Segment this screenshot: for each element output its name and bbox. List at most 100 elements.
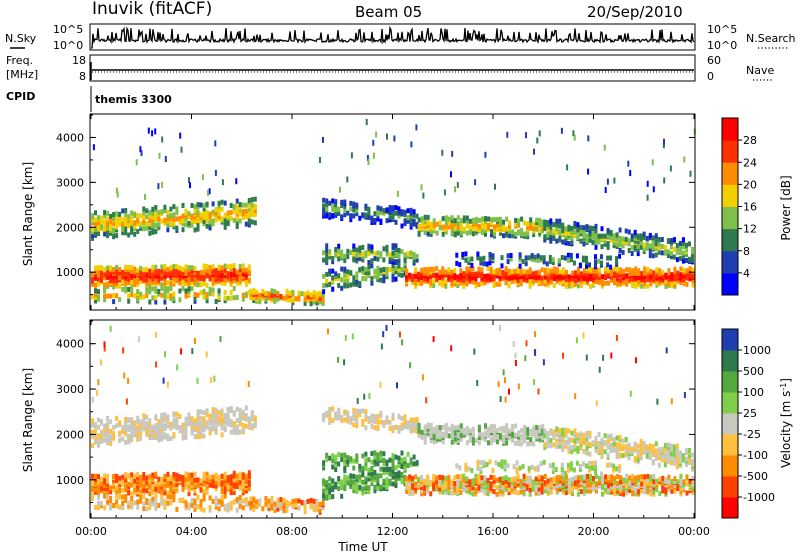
- velocity-cell: [193, 482, 197, 488]
- power-cell: [435, 277, 439, 283]
- velocity-cell: [581, 461, 585, 467]
- power-cell: [367, 260, 371, 265]
- velocity-cell: [270, 501, 274, 507]
- velocity-cell: [685, 481, 689, 487]
- power-cell: [247, 290, 251, 295]
- velocity-cell: [235, 478, 239, 483]
- power-cell: [112, 284, 116, 290]
- velocity-cell: [142, 475, 146, 481]
- power-cell: [397, 247, 401, 253]
- power-cell: [148, 213, 152, 219]
- power-cell: [223, 212, 227, 218]
- velocity-cell: [657, 454, 661, 460]
- velocity-cell: [573, 475, 577, 481]
- velocity-cell: [622, 485, 626, 491]
- velocity-cell: [229, 488, 233, 494]
- velocity-cell: [199, 429, 203, 435]
- power-cell: [193, 208, 197, 214]
- power-cell: [140, 150, 143, 156]
- power-cell: [673, 276, 677, 282]
- velocity-cell: [193, 434, 197, 440]
- power-cell: [112, 234, 116, 240]
- velocity-cell: [586, 477, 589, 483]
- power-cell: [585, 263, 588, 269]
- power-cell: [394, 252, 398, 258]
- velocity-cell: [651, 449, 655, 455]
- power-cell: [462, 226, 466, 232]
- velocity-cell: [244, 497, 248, 502]
- velocity-cell: [202, 416, 206, 422]
- power-cell: [603, 233, 607, 239]
- power-cell: [208, 225, 212, 231]
- velocity-cell: [343, 484, 347, 490]
- velocity-cell: [229, 477, 233, 483]
- power-cell: [529, 217, 533, 223]
- power-cell: [106, 229, 110, 235]
- power-cell: [444, 215, 448, 221]
- power-cell: [543, 234, 547, 240]
- velocity-cell: [202, 421, 206, 427]
- power-cell: [255, 289, 259, 295]
- power-cell: [549, 277, 553, 283]
- power-cell: [142, 226, 146, 232]
- power-cell: [97, 268, 100, 274]
- velocity-cell: [477, 485, 481, 491]
- power-cell: [519, 268, 523, 274]
- velocity-cell: [160, 423, 164, 429]
- power-cell: [154, 269, 158, 275]
- power-cell: [253, 196, 257, 202]
- power-cell: [321, 291, 325, 297]
- velocity-cell: [532, 441, 536, 447]
- velocity-cell: [610, 481, 614, 487]
- power-cell: [264, 290, 268, 296]
- power-cell: [581, 255, 585, 261]
- power-cell: [540, 275, 544, 281]
- power-cell: [151, 295, 155, 301]
- velocity-cell: [453, 436, 457, 442]
- power-cell: [106, 269, 110, 275]
- power-cell: [169, 265, 173, 271]
- power-cell: [432, 278, 436, 284]
- velocity-cell: [621, 438, 625, 444]
- velocity-cell: [519, 483, 523, 489]
- velocity-cell: [582, 481, 586, 487]
- power-cell: [91, 272, 94, 278]
- velocity-cell: [570, 485, 574, 491]
- power-cell: [646, 266, 650, 272]
- power-cell: [273, 292, 277, 298]
- power-cell: [373, 268, 377, 274]
- velocity-cell: [157, 503, 161, 508]
- velocity-cell: [187, 421, 191, 427]
- velocity-cell: [612, 447, 616, 453]
- power-cell: [506, 131, 509, 138]
- power-cell: [479, 256, 483, 262]
- power-cell: [651, 235, 655, 241]
- power-cell: [291, 289, 295, 295]
- velocity-cell: [603, 433, 607, 439]
- velocity-cell: [532, 432, 536, 438]
- power-cell: [456, 274, 460, 280]
- power-cell: [144, 193, 146, 200]
- velocity-cell: [322, 488, 326, 494]
- power-cell: [629, 170, 632, 177]
- power-cell: [619, 277, 623, 283]
- velocity-cell: [660, 446, 664, 452]
- power-cell: [337, 273, 341, 279]
- velocity-cell: [618, 442, 622, 448]
- power-cell: [331, 259, 335, 265]
- velocity-cell: [220, 416, 224, 422]
- power-cell: [558, 229, 562, 235]
- power-cell: [627, 241, 631, 247]
- power-cell: [615, 236, 619, 242]
- velocity-cell: [328, 407, 332, 412]
- power-cell: [633, 229, 637, 235]
- velocity-cell: [220, 432, 224, 438]
- velocity-cell: [400, 479, 404, 485]
- power-cell: [400, 267, 404, 273]
- velocity-cell: [405, 476, 409, 482]
- velocity-cell: [610, 487, 614, 493]
- power-cell: [148, 209, 152, 215]
- velocity-cell: [157, 419, 161, 424]
- power-cell: [405, 268, 409, 274]
- velocity-cell: [512, 464, 516, 470]
